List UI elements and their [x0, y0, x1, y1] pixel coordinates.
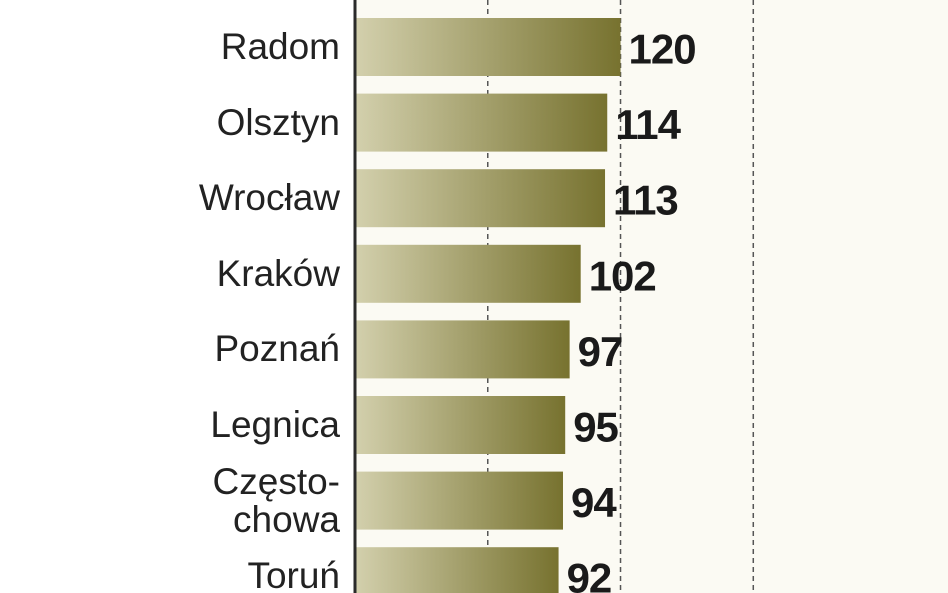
value-label: 102	[589, 252, 656, 299]
category-label: Toruń	[247, 555, 340, 593]
bar	[355, 18, 621, 76]
bar	[355, 93, 608, 152]
category-label: Kraków	[216, 252, 340, 294]
value-label: 120	[629, 26, 696, 73]
category-label: Często- chowa	[212, 460, 340, 540]
value-label: 92	[567, 555, 612, 593]
value-label: 113	[613, 177, 678, 224]
category-label: Radom	[220, 26, 340, 67]
category-label: Olsztyn	[216, 101, 340, 143]
category-label: Legnica	[210, 404, 340, 445]
bar	[355, 547, 559, 593]
bar	[355, 320, 570, 379]
category-label: Wrocław	[198, 177, 340, 219]
value-label: 97	[578, 328, 623, 375]
bar	[355, 471, 563, 530]
value-label: 95	[573, 404, 618, 451]
category-label: Poznań	[214, 328, 341, 370]
bar	[355, 169, 606, 228]
value-label: 94	[571, 479, 617, 526]
bar	[355, 396, 566, 454]
value-label: 114	[615, 101, 681, 148]
bar	[355, 244, 581, 303]
